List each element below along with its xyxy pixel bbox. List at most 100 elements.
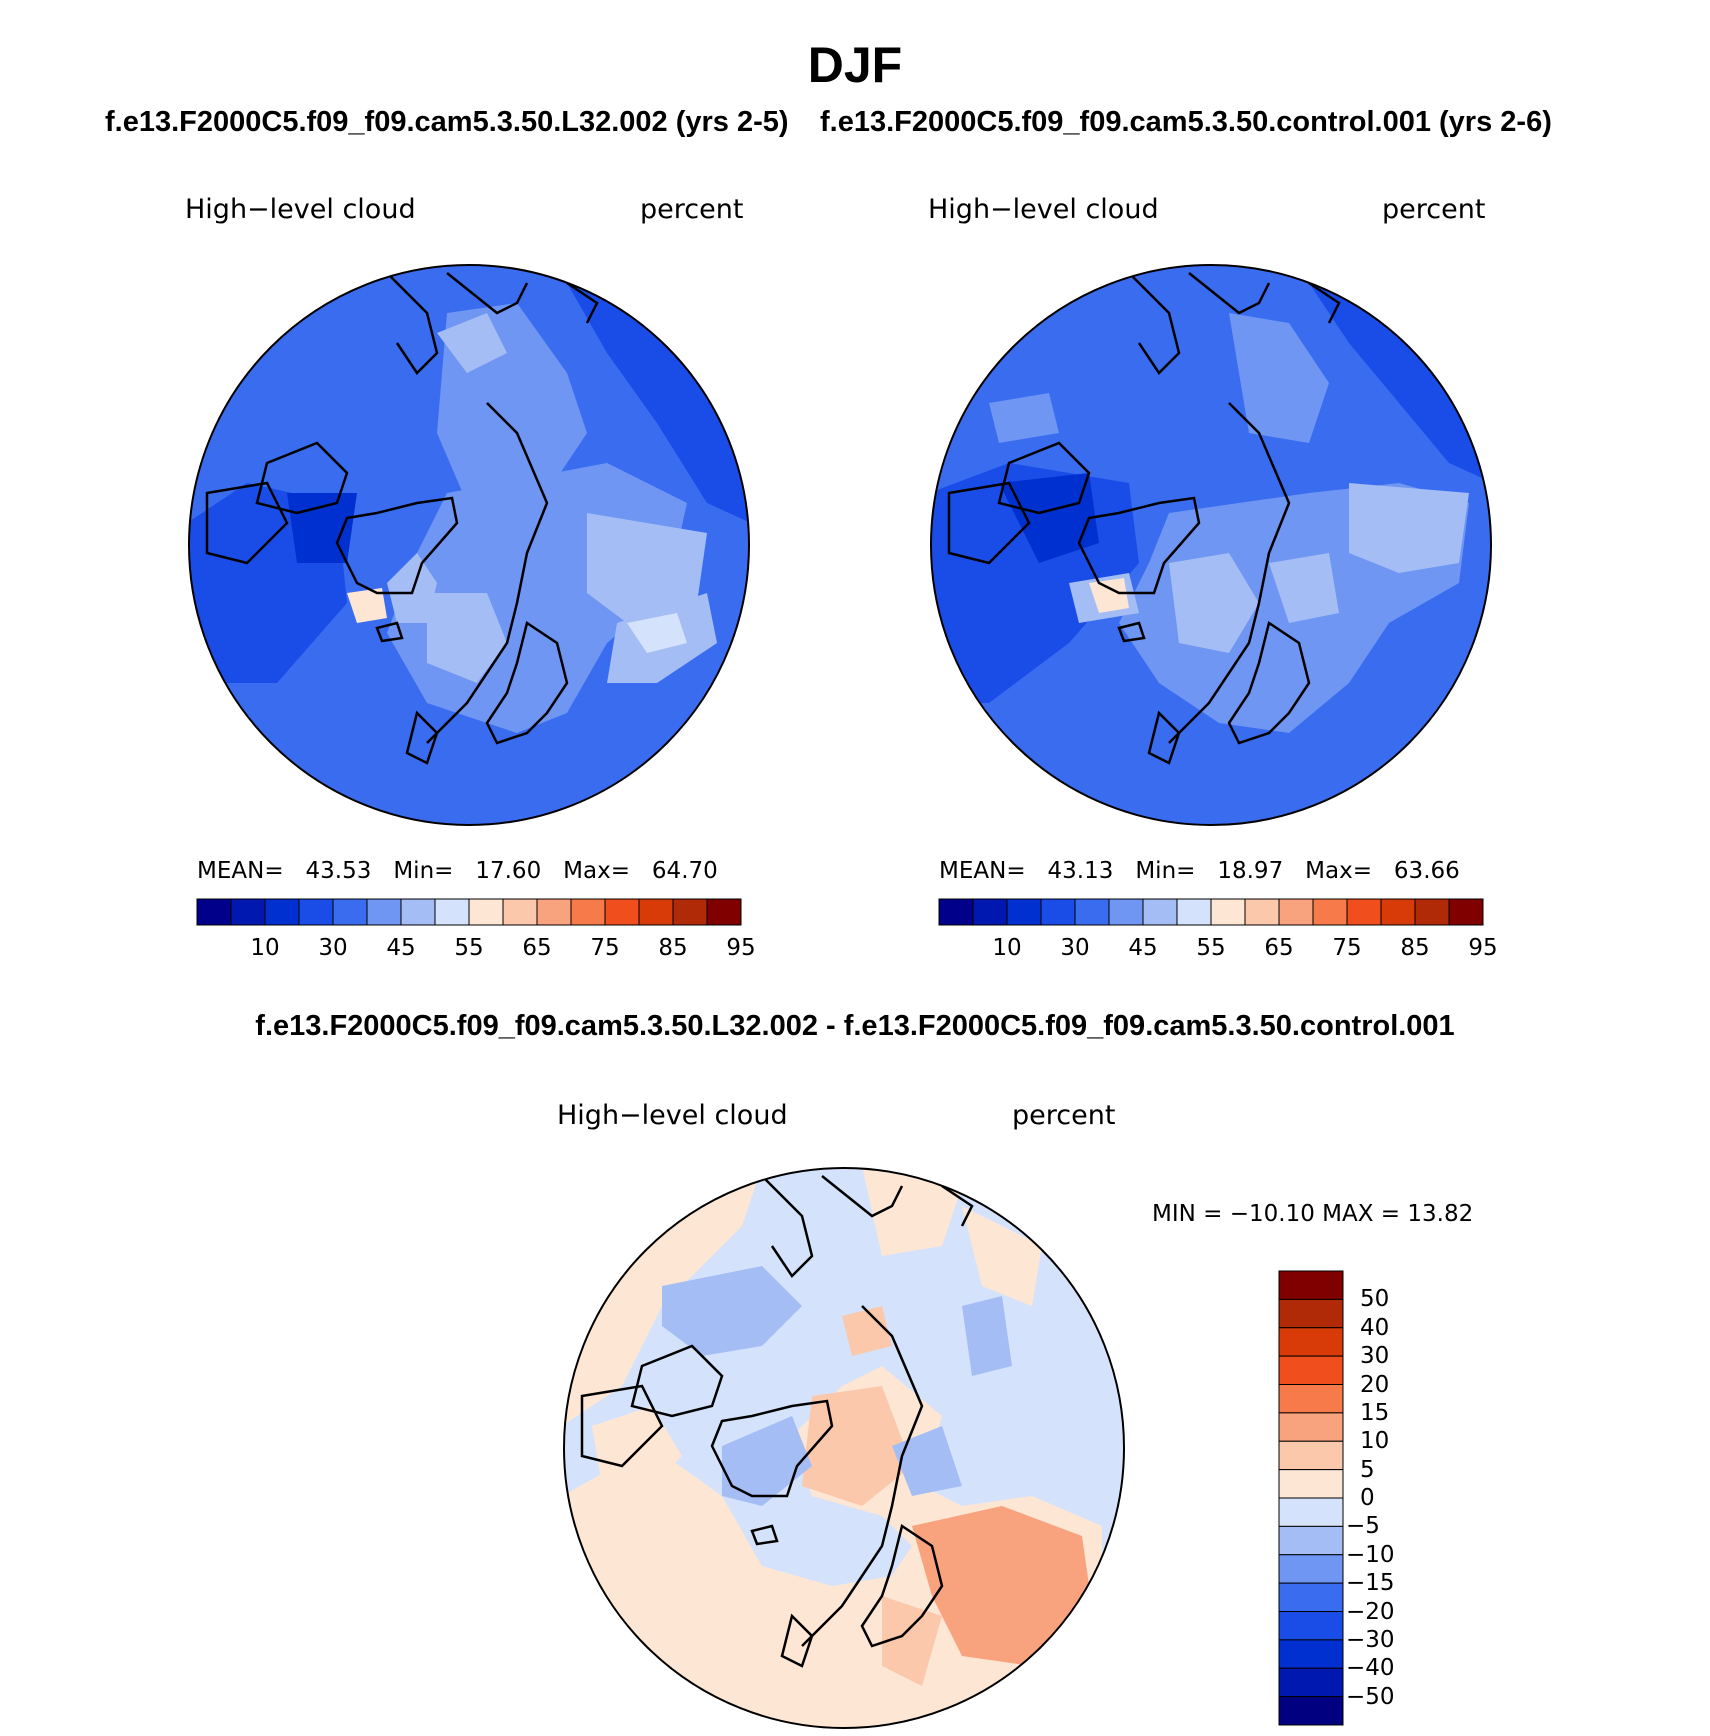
max-label: Max= [1305,858,1372,884]
colorbar-swatch [400,898,436,926]
colorbar-tick-label: 10 [1360,1428,1390,1455]
colorbar-swatch [1210,898,1246,926]
hudson-bay-coastline [205,481,289,565]
difference-title: f.e13.F2000C5.f09_f09.cam5.3.50.L32.002 … [255,1010,1455,1042]
panel-2-colorbar-ticks: 10 30 45 55 65 75 85 95 [939,935,1497,965]
kamchatka-coastline [1308,281,1341,324]
colorbar-swatch [1278,1440,1344,1471]
colorbar-swatch [1278,1327,1344,1357]
cloud-region-darkest [287,493,357,563]
mean-value: 43.53 [305,858,372,884]
colorbar-swatch [332,898,368,926]
hudson-bay-coastline [580,1384,664,1468]
colorbar-swatch [1278,1497,1344,1527]
panel-2-stats: MEAN= 43.13 Min= 18.97 Max= 63.66 [939,858,1460,884]
min-label: Min= [1135,858,1196,884]
eurasia-coastline [426,402,549,744]
map-border [188,264,750,826]
difference-colorbar [1278,1270,1344,1726]
colorbar-swatch [1278,1469,1344,1499]
cloud-region-light [1169,553,1259,653]
chukotka-coastline [446,272,529,315]
cloud-region-peach [1089,578,1129,613]
colorbar-swatch [1040,898,1076,926]
colorbar-tick-label: −20 [1346,1598,1395,1625]
cloud-region-lighter [627,613,687,653]
alaska-coastline [761,1175,814,1278]
cloud-region-light [1349,483,1469,573]
min-value: 17.60 [475,858,542,884]
colorbar-swatch [264,898,300,926]
colorbar-swatch [502,898,538,926]
panel-1-map [188,264,750,826]
alaska-coastline [1128,272,1181,375]
cloud-region-light [1269,553,1339,623]
iceland-coastline [750,1524,779,1546]
cloud-region-light [587,513,707,623]
colorbar-swatch [230,898,266,926]
colorbar-swatch [938,898,974,926]
diff-region-positive [862,1168,962,1256]
colorbar-swatch [1278,898,1314,926]
colorbar-tick-label: 75 [1332,935,1362,961]
colorbar-swatch [604,898,640,926]
diff-region-positive-strong [842,1306,892,1356]
panel-1-stats: MEAN= 43.53 Min= 17.60 Max= 64.70 [197,858,718,884]
max-value: 64.70 [651,858,718,884]
british-isles-coastline [405,710,439,765]
panel-2-map [930,264,1492,826]
colorbar-swatch [468,898,504,926]
colorbar-swatch [1278,1384,1344,1414]
greenland-coastline [710,1399,834,1498]
colorbar-tick-label: 10 [992,935,1022,961]
colorbar-tick-label: 65 [1264,935,1294,961]
colorbar-swatch [196,898,232,926]
colorbar-tick-label: 0 [1360,1485,1375,1511]
cloud-region-mid [989,393,1059,443]
colorbar-swatch [1278,1667,1344,1698]
colorbar-tick-label: −50 [1346,1683,1395,1710]
colorbar-tick-label: 30 [1060,935,1090,961]
colorbar-swatch [1414,898,1450,926]
colorbar-tick-label: 95 [1468,935,1498,961]
colorbar-tick-label: −15 [1346,1570,1395,1597]
colorbar-swatch [1278,1554,1344,1584]
colorbar-swatch [1244,898,1280,926]
colorbar-tick-label: 85 [1400,935,1430,961]
colorbar-swatch [1278,1412,1344,1442]
max-label: Max= [563,858,630,884]
panel-1-colorbar [196,898,742,926]
colorbar-tick-label: 30 [1360,1343,1390,1370]
colorbar-tick-label: 50 [1360,1286,1390,1313]
diff-region-negative [722,1416,812,1506]
colorbar-swatch [1074,898,1110,926]
colorbar-tick-label: 15 [1360,1399,1390,1426]
alaska-coastline [386,272,439,375]
min-value: 18.97 [1217,858,1284,884]
colorbar-swatch [1448,898,1484,926]
map-border [930,264,1492,826]
colorbar-swatch [706,898,742,926]
greenland-coastline [335,496,459,595]
colorbar-tick-label: 5 [1360,1456,1375,1483]
colorbar-tick-label: 55 [1196,935,1226,961]
arctic-archipelago-coastline [997,441,1091,515]
colorbar-swatch [1278,1611,1344,1641]
colorbar-tick-label: 40 [1360,1314,1390,1341]
panel-2-variable-label: High−level cloud [928,194,1159,225]
colorbar-swatch [1278,1355,1344,1385]
colorbar-tick-label: 75 [590,935,620,961]
colorbar-swatch [1380,898,1416,926]
colorbar-tick-label: 95 [726,935,756,961]
panel-2-colorbar [938,898,1484,926]
colorbar-swatch [1006,898,1042,926]
iceland-coastline [375,621,404,643]
british-isles-coastline [780,1613,814,1668]
cloud-region-light [387,553,437,623]
colorbar-tick-label: −40 [1346,1655,1395,1682]
hudson-bay-coastline [947,481,1031,565]
colorbar-tick-label: −5 [1346,1513,1380,1540]
colorbar-tick-label: 20 [1360,1371,1390,1398]
max-value: 63.66 [1393,858,1460,884]
panel-2-run-title: f.e13.F2000C5.f09_f09.cam5.3.50.control.… [820,106,1552,138]
